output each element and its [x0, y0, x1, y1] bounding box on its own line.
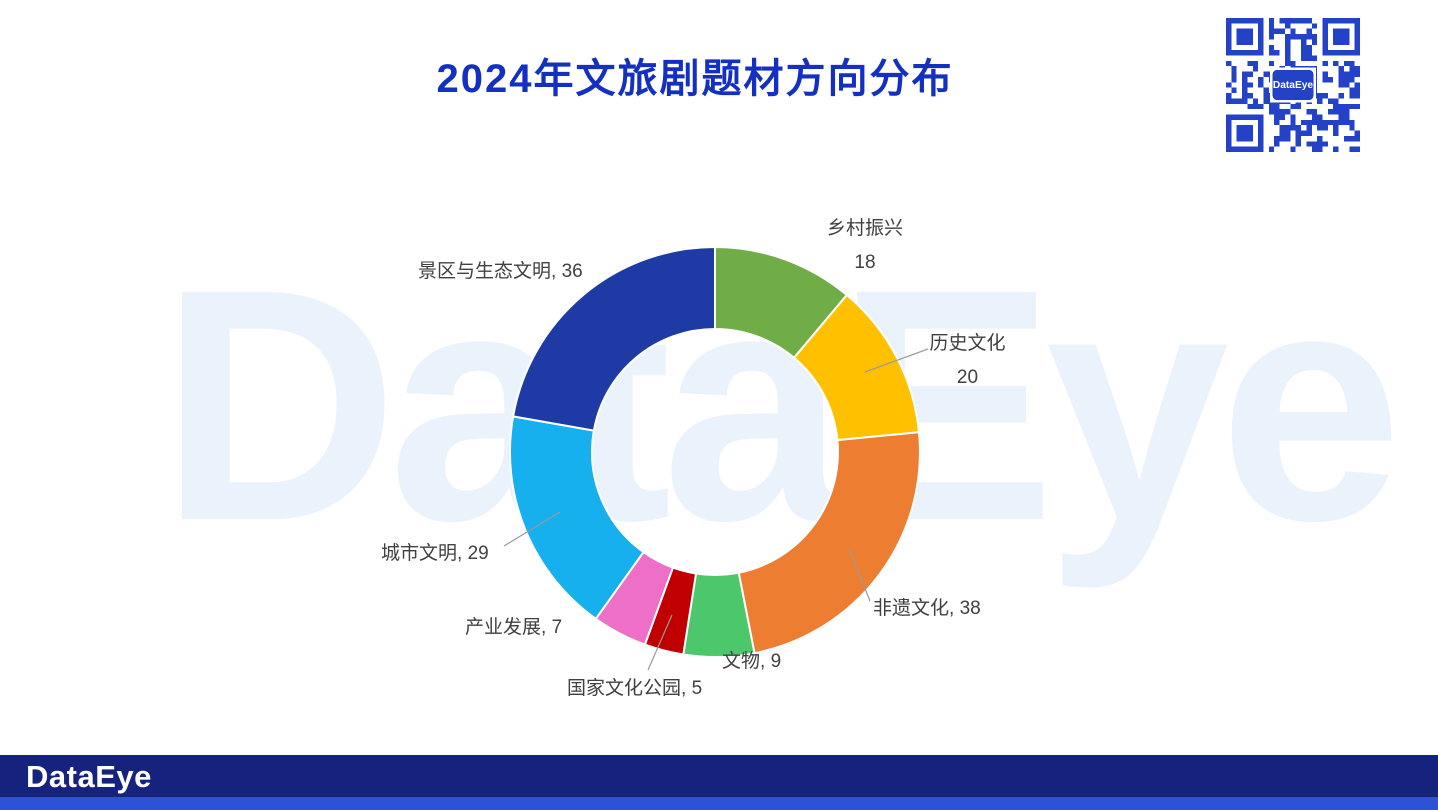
qr-finder	[1236, 125, 1253, 142]
qr-center-badge	[1272, 69, 1314, 101]
callout-label: 文物	[722, 651, 771, 672]
segment-callout-xiangcunzhenxing: 乡村振兴 18	[800, 212, 930, 280]
footer-stripe	[0, 797, 1438, 810]
donut-segment-6	[508, 415, 645, 621]
callout-label: 产业发展	[465, 617, 552, 638]
leader-line-lishiwenhua	[864, 348, 929, 373]
qr-center-label: DataEye	[1273, 80, 1313, 91]
segment-callout-chengshiwenming: 城市文明29	[381, 538, 489, 565]
footer-bar	[0, 755, 1438, 797]
leader-line-chengshiwenming	[503, 511, 561, 547]
donut-segment-2	[737, 431, 921, 655]
callout-value: 18	[854, 252, 876, 273]
callout-label: 乡村振兴	[826, 218, 903, 239]
callout-label: 历史文化	[929, 333, 1006, 354]
page-title: 2024年文旅剧题材方向分布	[436, 57, 954, 101]
qr-code: DataEye	[1226, 18, 1360, 152]
callout-value: 38	[959, 598, 981, 619]
callout-label: 城市文明	[381, 543, 468, 564]
callout-label: 非遗文化	[873, 598, 960, 619]
segment-callout-wenwu: 文物9	[722, 646, 781, 673]
footer-logo: DataEye	[26, 759, 152, 794]
qr-finder	[1333, 28, 1350, 45]
callout-value: 9	[770, 651, 782, 672]
qr-finder	[1236, 28, 1253, 45]
callout-value: 7	[551, 617, 563, 638]
callout-value: 36	[561, 261, 583, 282]
segment-callout-lishiwenhua: 历史文化 20	[905, 327, 1030, 395]
leader-line-feiyiwenhua	[848, 548, 871, 602]
callout-label: 景区与生态文明	[418, 261, 562, 282]
donut-segment-7	[511, 245, 716, 432]
callout-label: 国家文化公园	[567, 678, 692, 699]
callout-value: 20	[956, 367, 979, 388]
segment-callout-guojiawenhuagongyuan: 国家文化公园5	[567, 673, 702, 700]
segment-callout-jingquyushengtaiwenming: 景区与生态文明36	[418, 256, 583, 283]
callout-value: 29	[467, 543, 489, 564]
leader-line-guojiawenhuagongyuan	[647, 614, 673, 671]
segment-callout-chanyefazhan: 产业发展7	[465, 612, 562, 639]
donut-segments	[508, 245, 921, 658]
callout-value: 5	[691, 678, 703, 699]
segment-callout-feiyiwenhua: 非遗文化38	[873, 593, 981, 620]
